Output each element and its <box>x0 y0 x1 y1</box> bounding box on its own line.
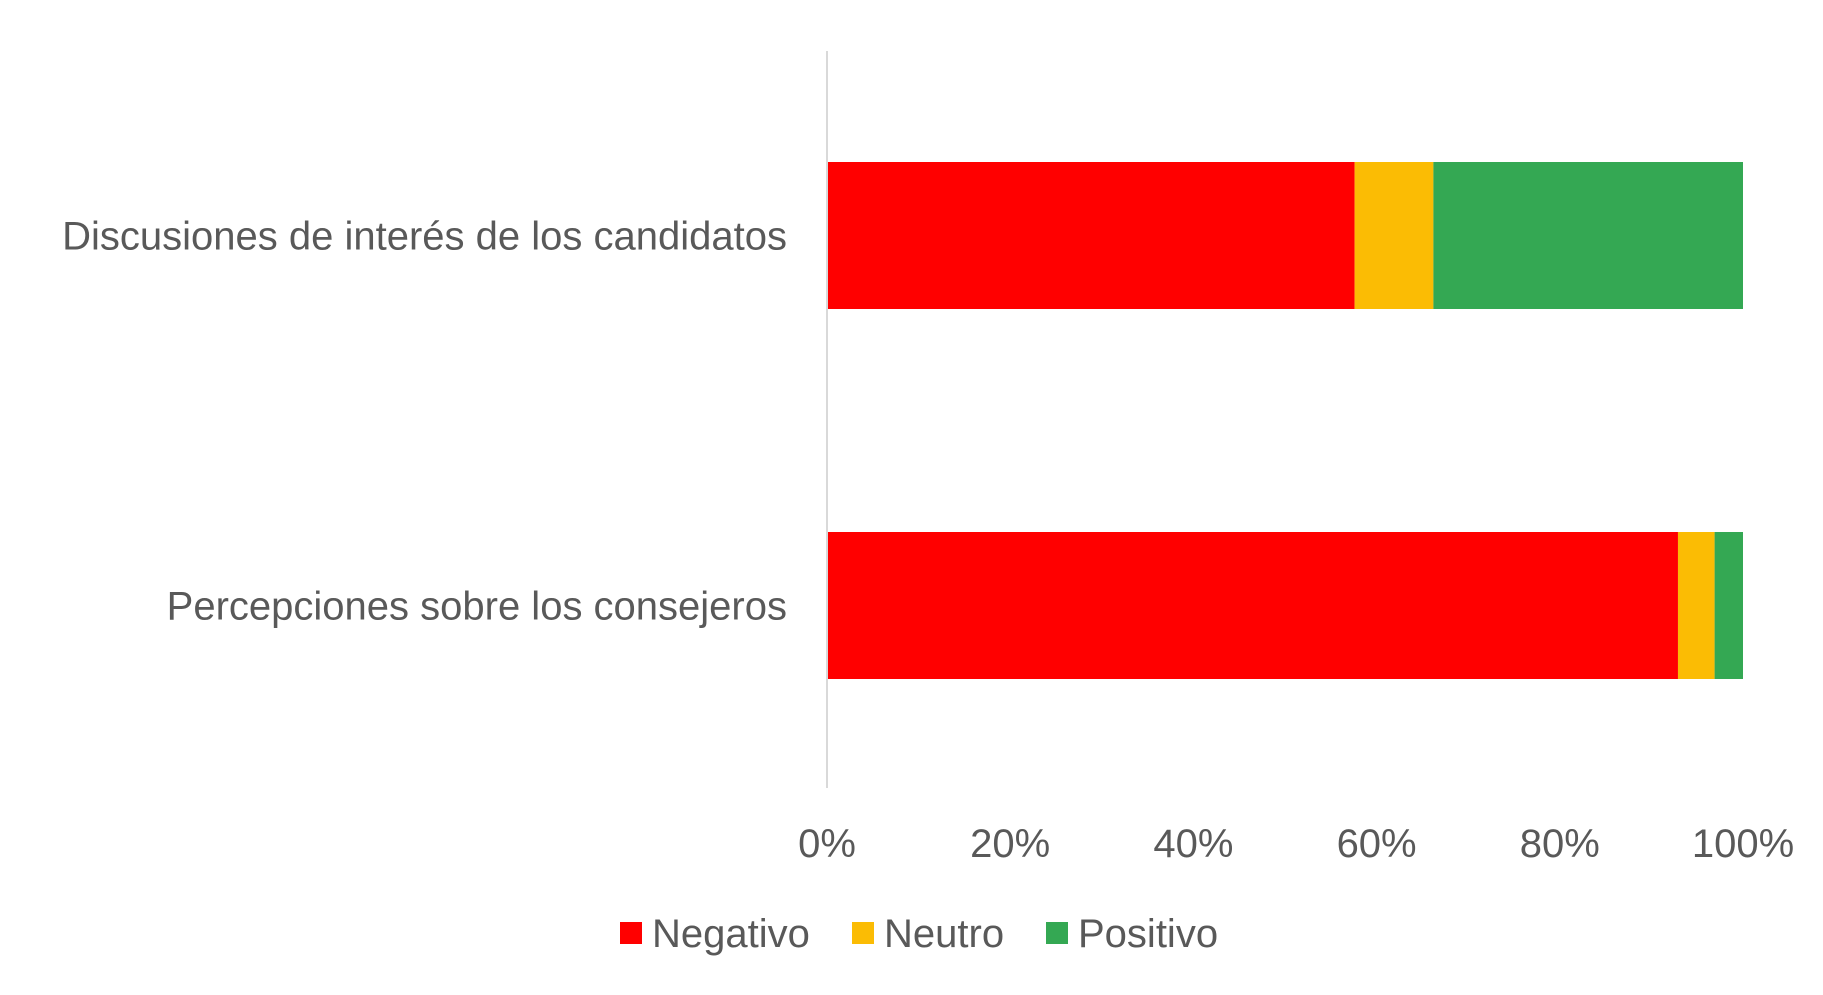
legend-label: Negativo <box>652 912 810 956</box>
bar-positivo <box>1714 532 1743 679</box>
legend-swatch-positivo <box>1046 922 1068 944</box>
legend-label: Positivo <box>1078 912 1218 956</box>
bar-negativo <box>827 162 1355 309</box>
bar-negativo <box>827 532 1678 679</box>
category-label: Discusiones de interés de los candidatos <box>62 215 787 259</box>
x-tick-label: 0% <box>798 822 856 866</box>
x-tick-label: 100% <box>1692 822 1794 866</box>
x-tick-label: 40% <box>1153 822 1233 866</box>
bar-neutro <box>1354 162 1434 309</box>
category-label: Percepciones sobre los consejeros <box>167 585 787 629</box>
legend-swatch-negativo <box>620 922 642 944</box>
x-tick-label: 20% <box>970 822 1050 866</box>
x-tick-label: 60% <box>1337 822 1417 866</box>
bar-positivo <box>1433 162 1743 309</box>
bar-neutro <box>1677 532 1715 679</box>
legend-swatch-neutro <box>852 922 874 944</box>
x-tick-label: 80% <box>1520 822 1600 866</box>
legend-label: Neutro <box>884 912 1004 956</box>
